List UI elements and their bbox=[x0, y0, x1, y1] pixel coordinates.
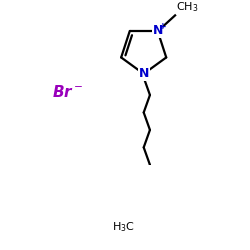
Text: +: + bbox=[160, 22, 167, 31]
Text: N: N bbox=[152, 24, 163, 38]
Text: CH$_3$: CH$_3$ bbox=[176, 0, 199, 14]
Text: N: N bbox=[138, 67, 149, 80]
Text: Br$^-$: Br$^-$ bbox=[52, 84, 83, 100]
Text: H$_3$C: H$_3$C bbox=[112, 220, 135, 234]
